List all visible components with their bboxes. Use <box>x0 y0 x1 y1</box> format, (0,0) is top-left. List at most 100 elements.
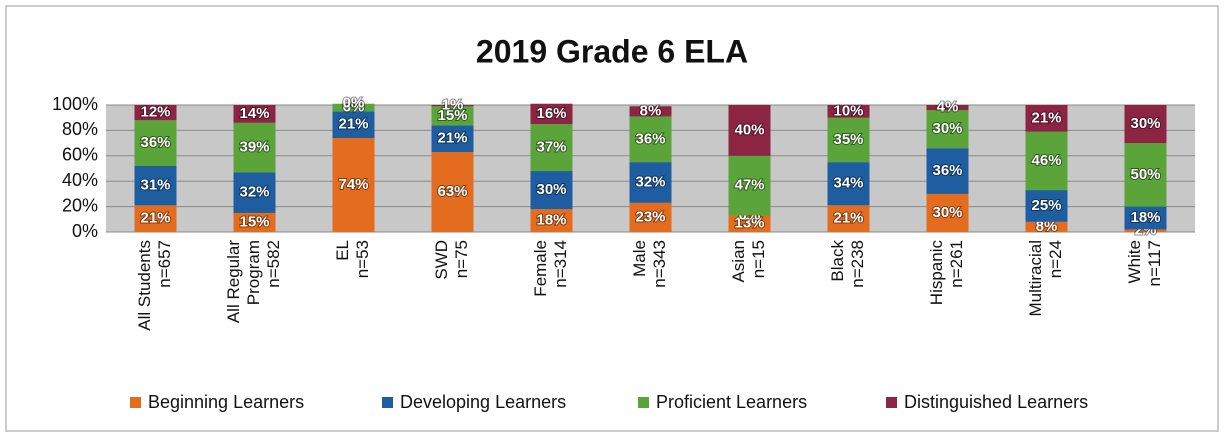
value-label: 34% <box>833 175 863 192</box>
bar-segment <box>530 171 573 210</box>
bar-segment <box>827 117 870 163</box>
bar-segment <box>233 105 276 123</box>
bar-segment <box>629 202 672 232</box>
value-label: 37% <box>536 139 566 156</box>
bar-segment <box>926 193 969 232</box>
bar-segment <box>134 105 177 121</box>
bar-segment <box>728 155 771 216</box>
bar-segment <box>629 116 672 163</box>
value-label: 4% <box>937 99 959 116</box>
bar-segment <box>530 124 573 172</box>
y-tick-label: 100% <box>52 94 98 114</box>
value-label: 31% <box>140 177 170 194</box>
value-label: 30% <box>1130 115 1160 132</box>
bar-segment <box>827 162 870 206</box>
x-tick-label: n=314 <box>551 240 570 288</box>
value-label: 16% <box>536 105 566 122</box>
value-label: 36% <box>932 162 962 179</box>
bar-segment <box>1025 131 1068 191</box>
x-tick-label: Asian <box>729 240 748 283</box>
value-label: 32% <box>635 173 665 190</box>
x-tick-label: n=24 <box>1046 240 1065 278</box>
chart-title: 2019 Grade 6 ELA <box>476 33 748 69</box>
x-tick-label: n=261 <box>947 240 966 288</box>
value-label: 8% <box>640 102 662 119</box>
x-tick-label: Multiracial <box>1026 240 1045 317</box>
value-label: 6% <box>343 99 365 116</box>
value-label: 21% <box>437 130 467 147</box>
bar-segment <box>728 105 771 156</box>
bar-segment <box>233 122 276 173</box>
y-tick-label: 0% <box>72 221 98 241</box>
bar-segment <box>134 120 177 166</box>
value-label: 36% <box>140 134 170 151</box>
value-label: 32% <box>239 184 269 201</box>
x-tick-label: n=53 <box>353 240 372 278</box>
x-tick-label: SWD <box>432 240 451 280</box>
bar-segment <box>431 106 474 126</box>
bar-segment <box>530 209 573 232</box>
value-label: 18% <box>536 212 566 229</box>
y-tick-label: 80% <box>62 119 98 139</box>
bar-segment <box>530 103 573 125</box>
x-tick-label: All Students <box>135 240 154 331</box>
bar-segment <box>629 106 672 117</box>
value-label: 13% <box>734 215 764 232</box>
value-label: 10% <box>833 102 863 119</box>
legend-label: Developing Learners <box>400 392 566 412</box>
bar-segment <box>134 205 177 232</box>
value-label: 21% <box>140 210 170 227</box>
bar-segment <box>134 165 177 206</box>
bar-segment <box>728 215 771 232</box>
x-tick-label: n=343 <box>650 240 669 288</box>
bar-segment <box>926 110 969 149</box>
bar-segment <box>926 148 969 194</box>
bar-segment <box>332 138 375 232</box>
value-label: 12% <box>140 104 170 121</box>
x-tick-label: EL <box>333 240 352 261</box>
value-label: 30% <box>932 204 962 221</box>
x-tick-label: n=15 <box>749 240 768 278</box>
value-label: 23% <box>635 208 665 225</box>
x-tick-label: All Regular <box>224 240 243 323</box>
bar-segment <box>1124 229 1167 232</box>
value-label: 15% <box>239 213 269 230</box>
value-label: 21% <box>1031 109 1061 126</box>
value-label: 1% <box>442 97 464 114</box>
legend-label: Beginning Learners <box>148 392 304 412</box>
bar-segment <box>431 151 474 232</box>
bar-segment <box>332 103 375 112</box>
value-label: 15% <box>437 107 467 124</box>
value-label: 46% <box>1031 152 1061 169</box>
bar-segment <box>1124 206 1167 230</box>
bar-segment <box>1025 190 1068 222</box>
bar-segment <box>233 212 276 232</box>
legend-swatch <box>130 397 141 408</box>
value-label: 47% <box>734 177 764 194</box>
value-label: 25% <box>1031 197 1061 214</box>
bar-segment <box>431 125 474 152</box>
bar-segment <box>827 105 870 118</box>
bar-segment <box>431 105 474 107</box>
x-tick-label: Program <box>244 240 263 305</box>
value-label: 21% <box>833 210 863 227</box>
legend-label: Proficient Learners <box>656 392 807 412</box>
y-tick-label: 20% <box>62 195 98 215</box>
bar-segment <box>629 162 672 203</box>
bar-segment <box>233 172 276 213</box>
legend-swatch <box>638 397 649 408</box>
value-label: 40% <box>734 121 764 138</box>
legend-swatch <box>382 397 393 408</box>
bar-segment <box>332 111 375 139</box>
x-tick-label: Black <box>828 240 847 282</box>
value-label: 35% <box>833 131 863 148</box>
x-tick-label: n=75 <box>452 240 471 278</box>
value-label: 74% <box>338 176 368 193</box>
bar-segment <box>1124 105 1167 144</box>
value-label: 30% <box>932 120 962 137</box>
bar-segment <box>1124 143 1167 207</box>
x-tick-label: n=582 <box>264 240 283 288</box>
value-label: 39% <box>239 139 269 156</box>
x-tick-label: Female <box>531 240 550 297</box>
value-label: 50% <box>1130 166 1160 183</box>
